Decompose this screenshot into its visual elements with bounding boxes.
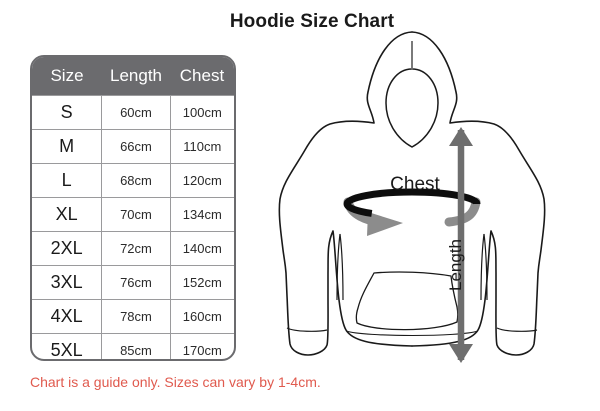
svg-text:Chest: Chest: [390, 174, 440, 195]
svg-text:Length: Length: [446, 239, 465, 291]
